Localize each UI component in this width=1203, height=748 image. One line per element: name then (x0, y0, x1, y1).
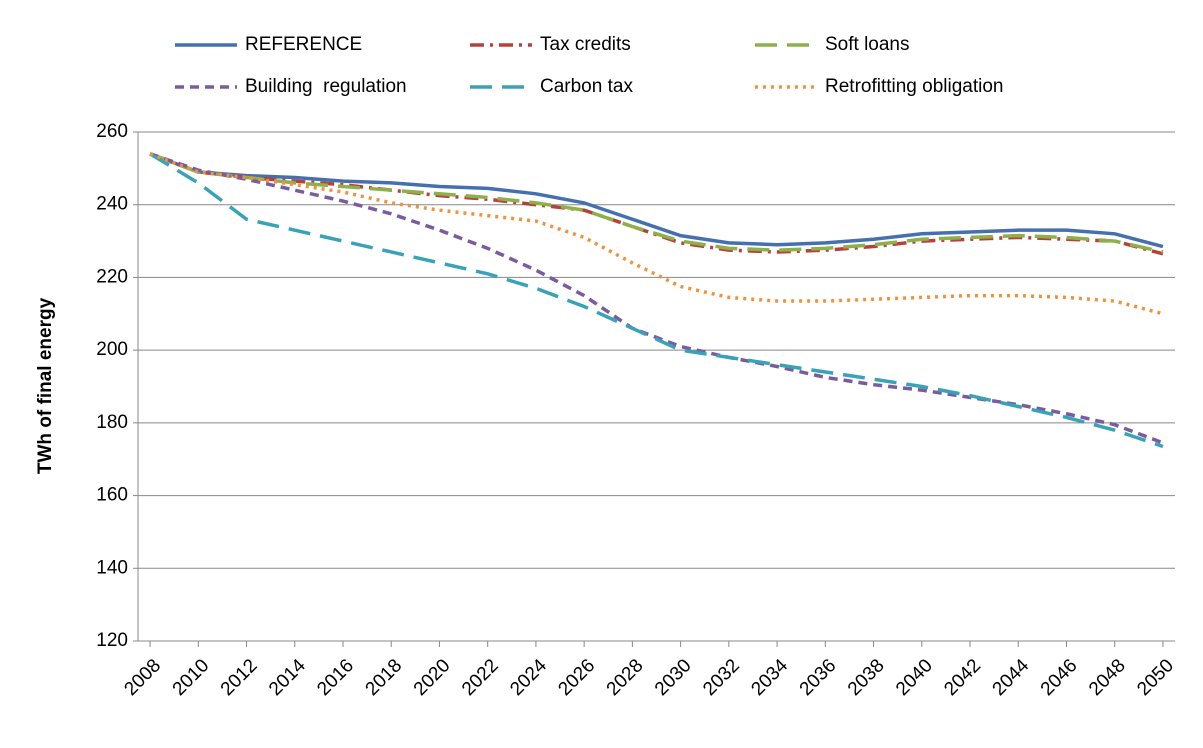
x-tick-label: 2040 (892, 655, 937, 700)
x-tick-label: 2022 (458, 655, 503, 700)
x-tick-label: 2010 (169, 655, 214, 700)
x-tick-label: 2016 (313, 655, 358, 700)
series-line (149, 152, 1164, 254)
x-tick-label: 2044 (989, 655, 1034, 700)
x-tick-label: 2030 (651, 655, 696, 700)
x-tick-label: 2038 (844, 655, 889, 700)
x-tick-label: 2008 (120, 655, 165, 700)
x-tick-label: 2012 (217, 655, 262, 700)
x-tick-label: 2014 (265, 655, 310, 700)
y-tick-label: 180 (96, 412, 128, 433)
x-tick-label: 2048 (1085, 655, 1130, 700)
legend-label: Building regulation (245, 76, 407, 97)
y-tick-label: 220 (96, 266, 128, 287)
x-tick-label: 2050 (1133, 655, 1178, 700)
y-tick-label: 260 (96, 121, 128, 142)
y-tick-label: 200 (96, 339, 128, 360)
y-tick-label: 240 (96, 194, 128, 215)
x-tick-label: 2024 (506, 655, 551, 700)
series-line (149, 152, 1164, 256)
x-tick-label: 2028 (603, 655, 648, 700)
legend-label: REFERENCE (245, 34, 362, 55)
series-line (149, 152, 1164, 449)
y-tick-label: 140 (96, 557, 128, 578)
x-tick-label: 2046 (1037, 655, 1082, 700)
y-tick-label: 120 (96, 630, 128, 651)
x-tick-label: 2032 (699, 655, 744, 700)
legend-label: Carbon tax (540, 76, 633, 97)
series-line (149, 152, 1164, 249)
x-tick-label: 2042 (940, 655, 985, 700)
y-axis-label: TWh of final energy (35, 297, 56, 474)
legend-label: Soft loans (825, 34, 910, 55)
x-tick-label: 2026 (554, 655, 599, 700)
legend-label: Tax credits (540, 34, 631, 55)
x-tick-label: 2018 (362, 655, 407, 700)
x-tick-label: 2034 (747, 655, 792, 700)
legend-label: Retrofitting obligation (825, 76, 1004, 97)
x-tick-label: 2036 (796, 655, 841, 700)
series-line (149, 152, 1164, 445)
x-tick-label: 2020 (410, 655, 455, 700)
y-tick-label: 160 (96, 485, 128, 506)
